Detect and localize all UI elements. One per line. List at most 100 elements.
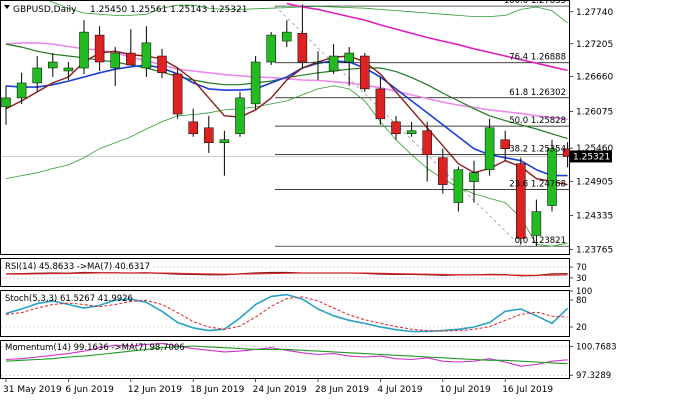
bull-candle-body: [313, 61, 323, 64]
stoch-title: Stoch(5,3,3) 61.5267 41.9926: [5, 294, 133, 304]
bull-candle-body: [141, 42, 152, 69]
candle: [32, 56, 42, 92]
bear-candle-body: [562, 148, 569, 157]
candle: [360, 53, 370, 92]
bear-candle-body: [375, 88, 386, 120]
osc-tick-label: 80: [576, 296, 587, 306]
candle: [94, 26, 105, 71]
bear-candle-body: [157, 55, 167, 74]
bull-candle-body: [531, 211, 542, 236]
candle: [562, 142, 569, 168]
bull-candle-body: [453, 169, 464, 203]
osc-tick-label: 97.3289: [576, 371, 611, 381]
candle: [391, 115, 401, 140]
fib-label: 38.2 1.25354: [509, 144, 566, 154]
bull-candle-body: [484, 127, 495, 170]
bear-candle-body: [172, 73, 183, 115]
bull-candle-body: [79, 31, 89, 69]
bull-candle-body: [48, 61, 58, 69]
bear-candle-body: [126, 52, 136, 66]
price-tick-label: 1.27740: [576, 8, 613, 18]
bull-candle-body: [235, 97, 245, 135]
candle: [406, 121, 417, 137]
candle: [110, 47, 120, 86]
time-tick-label: 12 Jun 2019: [128, 385, 182, 395]
price-tick-label: 1.26075: [576, 107, 613, 117]
ma-magenta-line: [286, 2, 568, 72]
candle: [63, 62, 74, 80]
price-tick-label: 1.26660: [576, 72, 613, 82]
last-price-label: 1.25321: [573, 152, 610, 162]
candle: [547, 139, 557, 212]
price-tick-label: 1.27205: [576, 40, 613, 50]
stoch-signal-line: [5, 296, 568, 332]
mom-plot-lines: [1, 342, 569, 376]
momentum-ma-line: [5, 345, 568, 365]
momentum-plot: 100.7683 97.3289: [1, 342, 617, 381]
candle: [141, 26, 152, 77]
ohlc-values: 1.25450 1.25561 1.25143 1.25321: [90, 5, 247, 15]
candle: [469, 160, 479, 203]
rsi-ma-line: [6, 272, 568, 276]
fib-label: 100.0 1.27835: [504, 0, 566, 6]
price-tick-label: 1.23765: [576, 246, 613, 256]
rsi-plot-lines: [1, 266, 569, 279]
rsi-title: RSI(14) 45.8633 ->MA(7) 40.6317: [5, 262, 150, 272]
time-tick-label: 24 Jun 2019: [253, 385, 307, 395]
bull-candle-body: [250, 61, 261, 105]
candle: [266, 32, 276, 65]
price-tick-label: 1.25460: [576, 144, 613, 154]
candle: [313, 51, 323, 80]
osc-tick-label: 100: [576, 287, 592, 297]
candle: [204, 115, 214, 153]
bb-upper-line: [48, 1, 568, 24]
bear-candle-body: [297, 33, 308, 63]
bear-candle-body: [438, 157, 448, 185]
chart-header: GBPUSD,Daily 1.25450 1.25561 1.25143 1.2…: [4, 5, 247, 15]
bull-candle-body: [1, 97, 11, 108]
last-price-badge: [570, 150, 612, 163]
time-tick-label: 31 May 2019: [3, 385, 62, 395]
candle: [282, 20, 292, 48]
price-plot: [1, 1, 569, 247]
bear-candle-body: [188, 121, 198, 135]
bull-candle-body: [219, 139, 230, 144]
bear-candle-body: [391, 121, 401, 135]
bull-candle-body: [547, 148, 557, 206]
candle: [297, 4, 308, 68]
candle: [1, 85, 11, 125]
stoch-main-line: [5, 293, 569, 333]
price-axis: 1.27740 1.27205 1.26660 1.26075 1.25460 1.249…: [569, 8, 613, 256]
price-tick-label: 1.24335: [576, 211, 613, 221]
candle: [235, 91, 245, 137]
momentum-line: [5, 342, 568, 367]
candle: [516, 157, 526, 245]
bull-candle-body: [469, 172, 479, 182]
fib-label: 76.4 1.26888: [509, 53, 566, 63]
bull-candle-body: [266, 34, 276, 63]
candle: [531, 199, 542, 247]
ma-blue-line: [5, 60, 568, 177]
candle: [453, 166, 464, 212]
candle: [48, 53, 58, 77]
time-tick-label: 28 Jun 2019: [315, 385, 369, 395]
time-tick-label: 10 Jul 2019: [440, 385, 491, 395]
fib-label: 61.8 1.26302: [509, 88, 566, 98]
candle: [422, 121, 432, 182]
bear-candle-body: [204, 127, 214, 144]
collapse-triangle-icon[interactable]: [4, 5, 10, 9]
candle: [344, 47, 354, 86]
bull-candle-body: [344, 52, 354, 63]
fibonacci-labels: 100.0 1.27835 76.4 1.26888 61.8 1.26302 50.…: [504, 0, 566, 246]
osc-tick-label: 70: [576, 263, 587, 273]
bear-candle-body: [516, 163, 526, 239]
time-tick-label: 16 Jul 2019: [502, 385, 553, 395]
osc-tick-label: 30: [576, 274, 587, 284]
stoch-plot-lines: [1, 291, 569, 333]
candle: [79, 20, 89, 74]
bull-candle-body: [110, 52, 120, 69]
time-axis: 31 May 2019 6 Jun 2019 12 Jun 2019 18 Jun 2…: [3, 378, 553, 395]
fib-label: 0.0 1.23821: [515, 236, 566, 246]
bull-candle-body: [406, 130, 417, 135]
